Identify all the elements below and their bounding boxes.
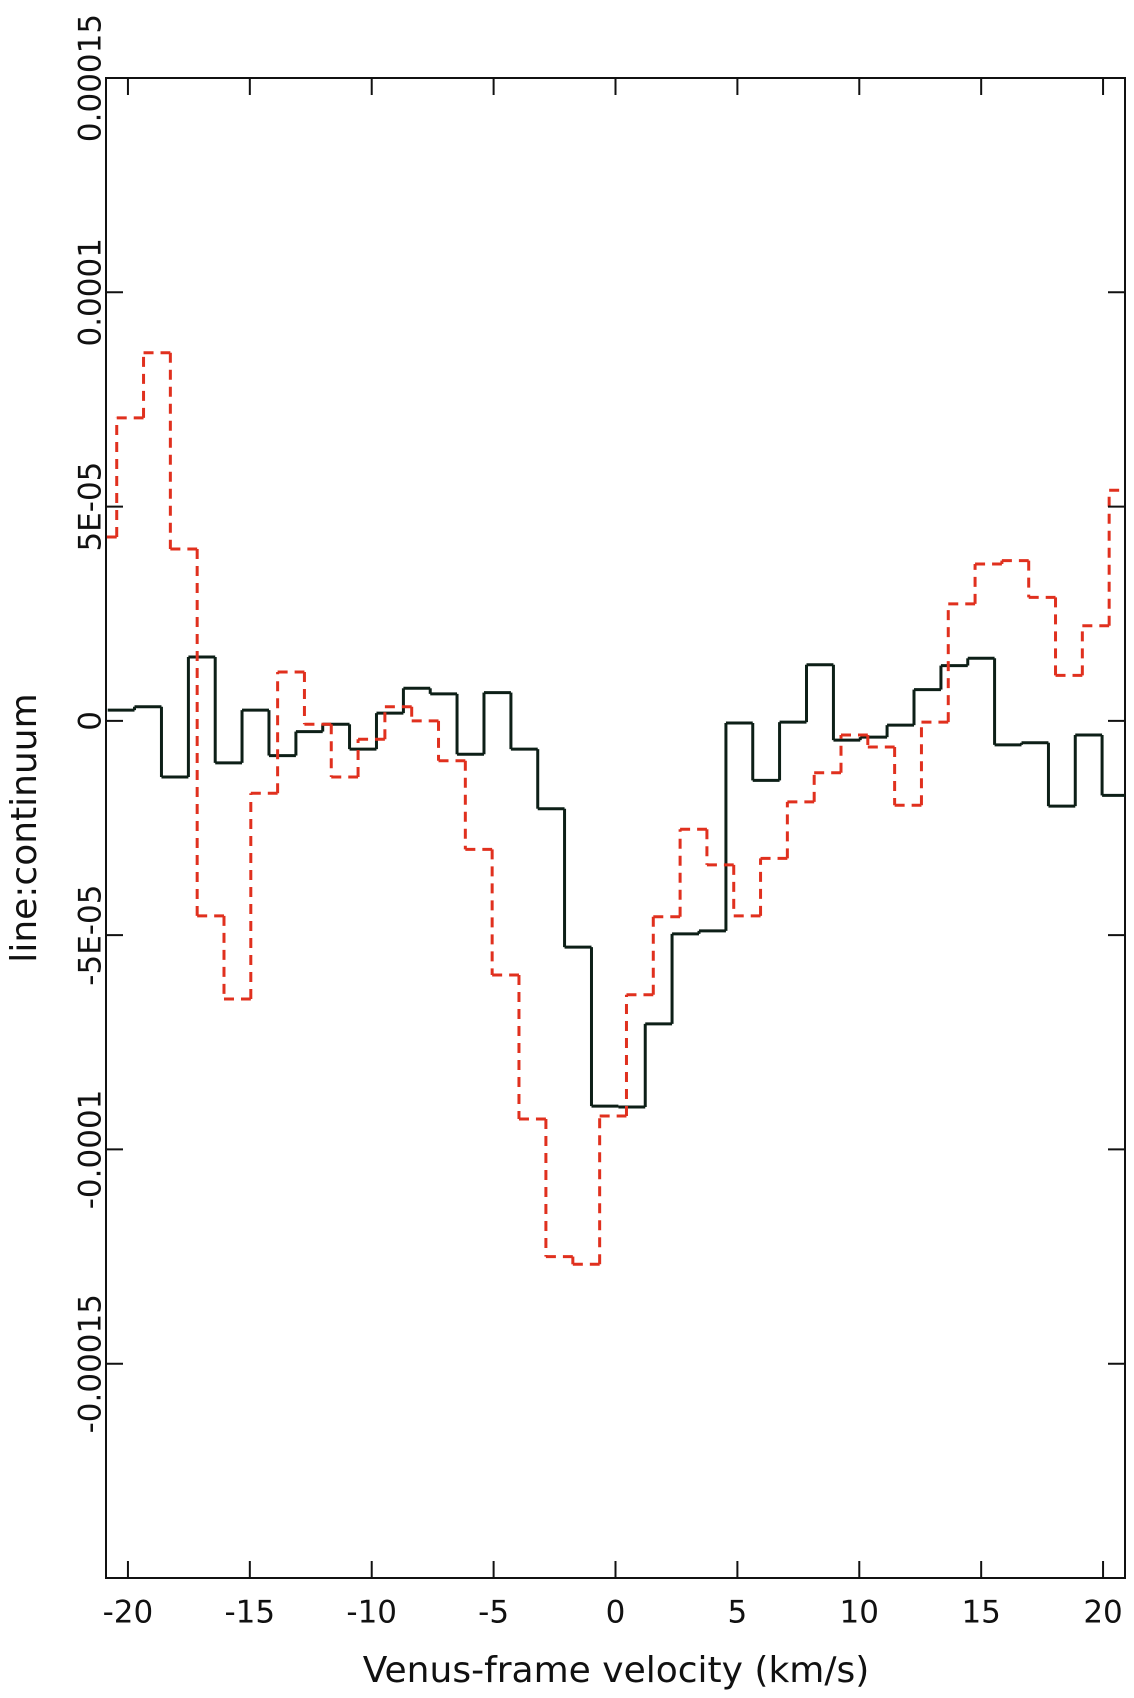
y-tick-label: 0 <box>73 711 109 731</box>
x-tick-label: -10 <box>346 1595 397 1631</box>
x-tick-label: 10 <box>840 1595 879 1631</box>
x-tick-label: -15 <box>225 1595 276 1631</box>
x-tick-label: 5 <box>728 1595 748 1631</box>
y-tick-label: 0.0001 <box>73 238 109 346</box>
x-tick-label: 20 <box>1083 1595 1122 1631</box>
y-axis-label: line:continuum <box>4 693 45 962</box>
x-tick-label: 0 <box>606 1595 626 1631</box>
x-tick-label: 15 <box>961 1595 1000 1631</box>
y-tick-label: -0.00015 <box>73 1294 109 1433</box>
x-tick-label: -20 <box>103 1595 154 1631</box>
plot-frame <box>105 77 1126 1579</box>
y-tick-label: -5E-05 <box>73 885 109 986</box>
x-axis-label: Venus-frame velocity (km/s) <box>363 1650 870 1691</box>
y-tick-label: -0.0001 <box>73 1090 109 1210</box>
y-tick-label: 0.00015 <box>73 14 109 142</box>
y-tick-label: 5E-05 <box>73 462 109 552</box>
series-layer <box>106 351 1125 1266</box>
x-tick-label: -5 <box>478 1595 509 1631</box>
